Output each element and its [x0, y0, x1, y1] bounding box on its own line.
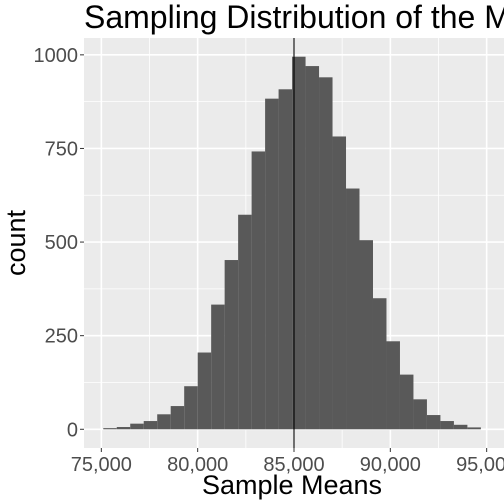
- histogram-bar: [346, 188, 360, 430]
- histogram-bar: [251, 151, 266, 430]
- histogram-bar: [224, 260, 239, 430]
- histogram-bar: [386, 341, 400, 430]
- histogram-bar: [453, 424, 468, 430]
- histogram-bar: [265, 98, 279, 430]
- y-tick-label: 250: [45, 326, 78, 348]
- y-tick-label: 0: [67, 419, 78, 441]
- y-axis: 0 250 500 750 1000: [34, 45, 84, 441]
- histogram-bar: [467, 427, 481, 430]
- histogram-bar: [413, 399, 427, 430]
- histogram-bar: [116, 427, 131, 430]
- histogram-bar: [184, 386, 198, 430]
- histogram-bar: [359, 240, 373, 430]
- histogram-bar: [130, 423, 144, 430]
- histogram-bar: [103, 428, 117, 430]
- chart-title: Sampling Distribution of the Mean: [84, 0, 504, 35]
- histogram-bar: [305, 66, 320, 430]
- histogram-bar: [197, 352, 212, 430]
- histogram-bar: [238, 214, 252, 430]
- histogram-bar: [372, 298, 387, 430]
- x-tick-label: 90,000: [360, 454, 421, 476]
- histogram-bar: [426, 415, 441, 430]
- histogram-bar: [157, 414, 171, 430]
- x-tick-label: 80,000: [167, 454, 228, 476]
- histogram-bars: [103, 56, 481, 430]
- histogram-bar: [319, 77, 333, 430]
- histogram-bar: [440, 421, 454, 430]
- y-tick-label: 750: [45, 138, 78, 160]
- histogram-bar: [143, 421, 158, 430]
- histogram-bar: [211, 304, 225, 430]
- x-axis-title: Sample Means: [202, 470, 382, 500]
- y-tick-label: 1000: [34, 45, 79, 67]
- x-tick-label: 95,000: [456, 454, 504, 476]
- x-tick-label: 85,000: [263, 454, 324, 476]
- y-axis-title: count: [1, 209, 31, 276]
- histogram-bar: [292, 56, 306, 430]
- x-tick-label: 75,000: [71, 454, 132, 476]
- histogram-bar: [399, 374, 414, 430]
- x-axis: 75,000 80,000 85,000 90,000 95,000: [71, 448, 504, 476]
- histogram-bar: [332, 136, 347, 430]
- y-tick-label: 500: [45, 232, 78, 254]
- histogram-bar: [278, 89, 293, 430]
- histogram-bar: [170, 406, 185, 430]
